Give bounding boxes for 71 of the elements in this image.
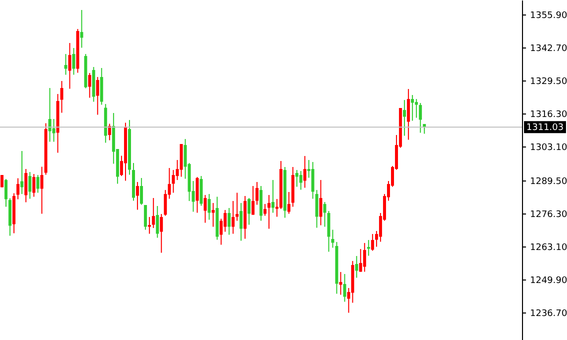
candlestick xyxy=(315,190,318,228)
candlestick xyxy=(160,214,163,254)
candlestick xyxy=(48,88,52,142)
candlestick xyxy=(418,102,422,134)
candlestick xyxy=(196,176,199,214)
candlestick xyxy=(299,170,302,190)
candlestick xyxy=(252,186,255,216)
candlestick xyxy=(228,208,231,236)
candlestick xyxy=(339,272,342,296)
candlestick xyxy=(36,174,40,194)
candlestick xyxy=(68,42,72,90)
candlestick xyxy=(212,202,215,228)
candlestick xyxy=(311,162,314,200)
candlestick xyxy=(303,156,306,188)
candlestick xyxy=(359,248,362,272)
candlestick xyxy=(240,202,243,242)
candlestick xyxy=(363,242,366,272)
candlestick xyxy=(319,180,322,226)
candlestick xyxy=(410,94,414,122)
candlestick xyxy=(88,72,92,98)
candlestick xyxy=(287,192,290,214)
y-tick-label: 1316.30 xyxy=(530,110,567,120)
y-tick-label: 1249.90 xyxy=(530,276,567,286)
candlestick xyxy=(367,240,370,256)
candlestick xyxy=(32,174,36,198)
candlestick xyxy=(267,194,270,230)
candlestick xyxy=(236,192,239,222)
y-tick-label: 1289.50 xyxy=(530,177,567,187)
candlestick xyxy=(343,274,346,302)
candlestick xyxy=(156,206,159,238)
ref-line-label: 1311.03 xyxy=(526,123,564,134)
candlestick xyxy=(371,234,374,252)
candlestick xyxy=(96,76,100,116)
candlestick xyxy=(295,170,298,188)
y-tick-label: 1276.30 xyxy=(530,210,567,220)
candlestick xyxy=(80,10,84,48)
candlestick xyxy=(263,204,266,216)
candlestick xyxy=(4,178,8,208)
y-tick-label: 1329.50 xyxy=(530,77,567,87)
y-tick-label: 1236.70 xyxy=(530,309,567,319)
candlestick xyxy=(52,118,56,142)
candlestick xyxy=(248,198,251,226)
candlestick xyxy=(64,54,68,76)
y-tick-label: 1342.70 xyxy=(530,44,567,54)
candlestick xyxy=(20,150,24,194)
candlestick xyxy=(40,166,44,214)
candlestick xyxy=(144,204,147,230)
candlestick xyxy=(256,182,259,206)
candlestick xyxy=(148,216,151,234)
candlestick xyxy=(140,178,143,206)
y-tick-label: 1303.10 xyxy=(530,143,567,153)
candlestick xyxy=(72,48,76,76)
candlestick xyxy=(28,172,32,200)
candlestick xyxy=(224,210,227,232)
candlestick xyxy=(204,194,207,224)
candlestick xyxy=(136,182,139,210)
candlestick xyxy=(152,198,155,228)
candlestick xyxy=(60,80,64,114)
candlestick xyxy=(414,98,418,118)
candlestick xyxy=(331,229,334,248)
candlestick xyxy=(355,256,358,278)
candlestick xyxy=(406,88,410,140)
candlestick xyxy=(24,168,28,203)
candlestick xyxy=(271,180,274,214)
candlestick xyxy=(172,170,175,194)
y-tick-label: 1355.90 xyxy=(530,11,567,21)
candlestick xyxy=(16,178,20,200)
y-tick-label: 1263.10 xyxy=(530,243,567,253)
candlestick xyxy=(208,194,211,220)
candlestick xyxy=(402,100,406,136)
candlestick xyxy=(232,200,235,234)
